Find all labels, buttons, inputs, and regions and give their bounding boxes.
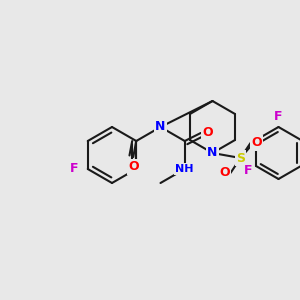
Text: O: O <box>251 136 262 149</box>
Text: O: O <box>128 160 139 173</box>
Text: F: F <box>244 164 252 178</box>
Text: N: N <box>207 146 218 160</box>
Text: S: S <box>236 152 245 164</box>
Text: O: O <box>219 167 230 179</box>
Text: O: O <box>202 127 213 140</box>
Text: N: N <box>155 121 166 134</box>
Text: NH: NH <box>176 164 194 174</box>
Text: F: F <box>274 110 283 124</box>
Text: F: F <box>70 163 78 176</box>
